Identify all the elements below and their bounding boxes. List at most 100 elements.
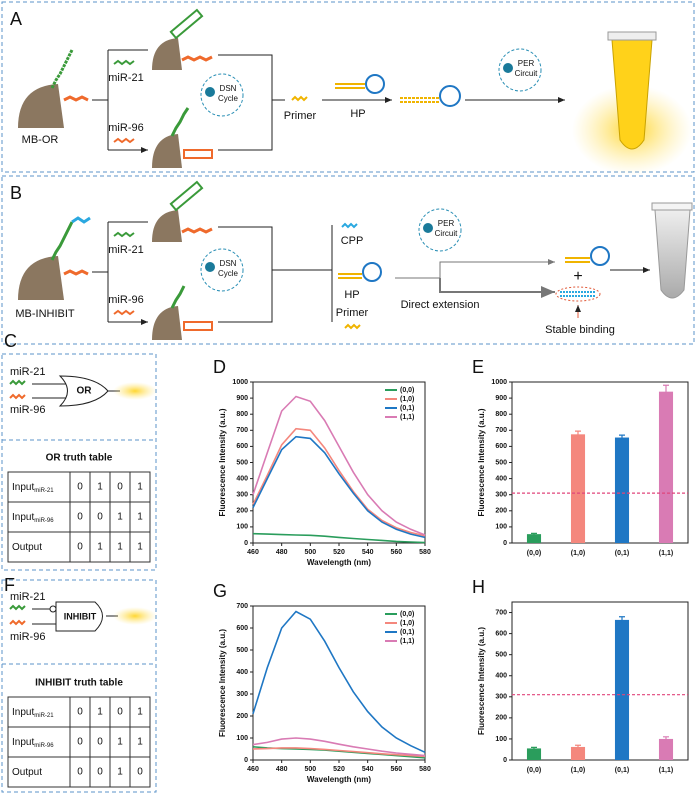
y-tick-label: 100	[236, 524, 248, 531]
row-label: InputmiR-96	[12, 512, 54, 524]
panel-b: B MB-INHIBIT miR-21 miR-96 DSN Cycle CPP…	[1, 175, 695, 345]
y-tick-label: 500	[236, 459, 248, 466]
legend-label: (1,0)	[400, 396, 414, 403]
target-label: miR-21	[108, 244, 143, 256]
bar	[526, 534, 542, 543]
input-label: miR-21	[10, 591, 45, 603]
x-tick-label: (0,1)	[615, 767, 629, 774]
hp-label: HP	[350, 108, 365, 120]
mirna	[9, 379, 26, 386]
per-circuit	[498, 48, 542, 92]
row-label-sub: miR-96	[34, 518, 54, 524]
y-tick-label: 600	[495, 443, 507, 450]
wire	[32, 608, 56, 625]
panel-label: B	[10, 183, 22, 203]
x-tick-label: 580	[419, 549, 431, 556]
y-tick-label: 500	[495, 459, 507, 466]
y-tick-label: 100	[495, 736, 507, 743]
x-tick-label: (0,0)	[527, 767, 541, 774]
strand	[63, 95, 89, 102]
hp-stem	[565, 257, 590, 263]
y-tick-label: 200	[495, 715, 507, 722]
error-bar	[619, 616, 625, 624]
target-label: miR-21	[108, 72, 143, 84]
x-tick-label: 520	[333, 549, 345, 556]
x-tick-label: 460	[247, 766, 259, 773]
primer	[291, 95, 308, 102]
x-tick-label: (1,0)	[571, 550, 585, 557]
error-bar	[663, 384, 669, 399]
cell: 1	[137, 707, 143, 718]
y-tick-label: 300	[495, 694, 507, 701]
cell: 0	[117, 482, 123, 493]
cell: 0	[137, 767, 143, 778]
gate-label: OR	[77, 386, 93, 397]
primer-label: Primer	[336, 307, 369, 319]
cell: 0	[77, 767, 83, 778]
cell: 1	[137, 512, 143, 523]
dsn-cycle	[200, 73, 244, 117]
series-line	[252, 395, 426, 536]
legend-label: (0,1)	[400, 629, 414, 636]
series-line	[252, 737, 426, 757]
connector	[218, 225, 333, 323]
panel-a: A MB-OR miR-21 miR-96 DSN Cycle Primer H…	[1, 1, 695, 175]
mirna	[113, 309, 135, 316]
panel-frame	[1, 579, 157, 793]
legend-label: (1,1)	[400, 414, 414, 421]
duplex	[169, 8, 204, 40]
row-label: InputmiR-21	[12, 707, 54, 719]
y-tick-label: 600	[236, 625, 248, 632]
table-title: OR truth table	[46, 453, 113, 464]
mirna	[113, 231, 135, 238]
input-label: miR-96	[10, 404, 45, 416]
cell: 1	[137, 737, 143, 748]
per-label: Circuit	[515, 69, 538, 78]
binding	[555, 286, 601, 302]
legend-label: (1,0)	[400, 620, 414, 627]
tube	[611, 39, 653, 150]
product	[400, 97, 440, 103]
gate	[55, 601, 103, 632]
x-axis-label: Wavelength (nm)	[307, 558, 371, 567]
y-tick-label: 0	[503, 540, 507, 547]
y-tick-label: 400	[236, 669, 248, 676]
y-tick-label: 1000	[491, 379, 507, 386]
panel-label: D	[213, 357, 226, 377]
error-bar	[619, 434, 625, 440]
row-label-text: Input	[12, 512, 34, 523]
row-label: InputmiR-21	[12, 482, 54, 494]
icon	[205, 262, 215, 272]
error-bar	[531, 746, 537, 750]
hp-label: HP	[344, 289, 359, 301]
hp-loop	[365, 74, 385, 94]
tube	[654, 209, 691, 299]
row-label-text: Input	[12, 707, 34, 718]
cell: 1	[117, 542, 123, 553]
hp-stem	[335, 83, 365, 89]
y-tick-label: 700	[495, 427, 507, 434]
mirna	[9, 619, 26, 626]
y-tick-label: 400	[495, 475, 507, 482]
y-tick-label: 800	[495, 411, 507, 418]
table-frame	[7, 696, 151, 788]
y-tick-label: 200	[495, 508, 507, 515]
row-label-sub: miR-21	[34, 488, 54, 494]
x-tick-label: 460	[247, 549, 259, 556]
tube-cap	[651, 202, 693, 211]
y-tick-label: 400	[236, 475, 248, 482]
glow	[113, 382, 157, 400]
mirna	[9, 604, 26, 611]
panel-label: H	[472, 577, 485, 597]
input-label: miR-96	[10, 631, 45, 643]
x-tick-label: 580	[419, 766, 431, 773]
cell: 1	[137, 482, 143, 493]
duplex	[183, 321, 213, 331]
series-line	[252, 747, 426, 758]
y-tick-label: 600	[495, 630, 507, 637]
primer-label: Primer	[284, 110, 317, 122]
y-tick-label: 700	[236, 427, 248, 434]
target-label: miR-96	[108, 294, 143, 306]
x-tick-label: 540	[362, 766, 374, 773]
row-label-text: Output	[12, 767, 42, 778]
